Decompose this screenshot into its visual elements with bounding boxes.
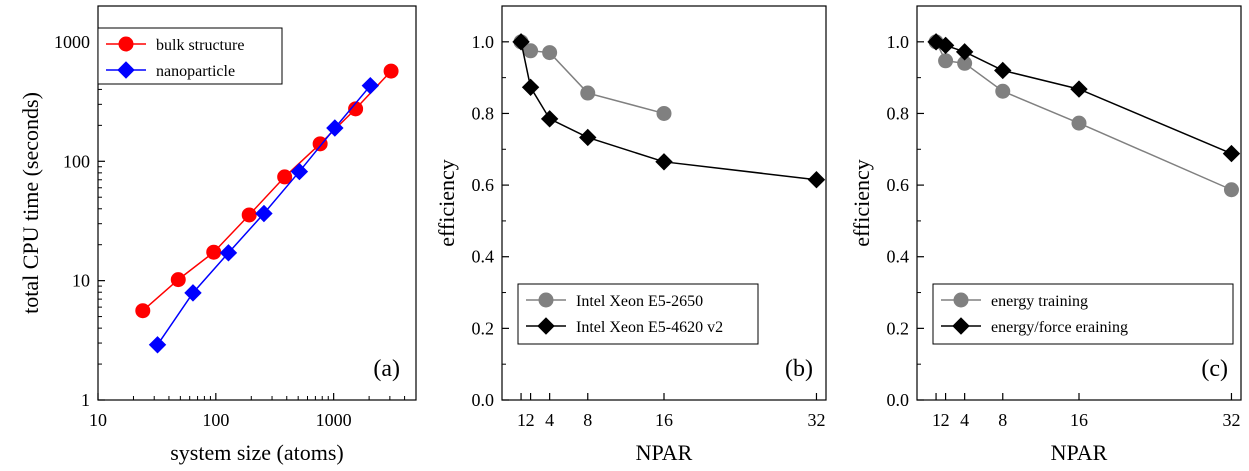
plot-frame: [97, 5, 417, 401]
x-tick-label: 1: [932, 410, 941, 430]
y-tick-label: 0.0: [887, 390, 910, 410]
y-tick-label: 0.8: [887, 103, 910, 123]
data-point-1: [312, 136, 328, 152]
x-tick-label: 8: [998, 410, 1007, 430]
y-tick-label: 1.0: [887, 32, 910, 52]
x-tick-label: 1000: [316, 410, 352, 430]
data-point-2: [148, 336, 167, 354]
data-point-2: [655, 153, 673, 171]
data-point-1: [241, 207, 257, 223]
data-point-2: [521, 78, 540, 97]
legend-label: nanoparticle: [156, 63, 235, 80]
data-point-2: [219, 244, 238, 262]
data-point-2: [255, 204, 273, 223]
x-tick-label: 1: [517, 410, 526, 430]
legend-label: bulk structure: [156, 37, 244, 54]
data-point-2: [184, 284, 202, 302]
data-point-1: [995, 83, 1011, 99]
x-axis-label: NPAR: [1051, 440, 1108, 465]
y-tick-label: 0.4: [472, 247, 495, 267]
x-tick-label: 2: [526, 410, 535, 430]
y-tick-label: 0.2: [887, 318, 910, 338]
legend-marker: [117, 61, 135, 79]
series-line-2: [520, 41, 817, 181]
data-point-1: [277, 169, 293, 185]
legend-box: [932, 283, 1234, 345]
data-point-1: [348, 101, 364, 117]
chart-panel-c: 1 2 4 8 16 32 0.0 0.2 0.4 0.6 0.8 1.0 NPAR efficiency…: [849, 5, 1242, 465]
x-tick-label: 32: [807, 410, 825, 430]
y-tick-label: 0.6: [887, 175, 910, 195]
x-tick-label: 10: [89, 410, 107, 430]
panel-label: (b): [785, 356, 813, 382]
y-tick-label: 0.8: [472, 103, 495, 123]
y-tick-label: 1000: [54, 32, 90, 52]
y-tick-label: 0.4: [887, 247, 910, 267]
data-point-1: [656, 105, 672, 121]
data-point-1: [383, 63, 399, 79]
y-axis-label: efficiency: [434, 159, 459, 247]
x-axis-label: system size (atoms): [170, 440, 344, 465]
legend-marker: [537, 317, 555, 335]
legend-label: energy/force eraining: [991, 319, 1128, 336]
data-point-1: [170, 272, 186, 288]
data-point-2: [290, 162, 309, 181]
x-tick-label: 4: [545, 410, 554, 430]
legend-marker: [118, 36, 134, 52]
x-tick-label: 100: [202, 410, 229, 430]
data-point-1: [938, 53, 954, 69]
x-tick-label: 32: [1222, 410, 1240, 430]
x-axis-label: NPAR: [636, 440, 693, 465]
data-point-2: [955, 43, 974, 61]
y-tick-label: 1: [81, 390, 90, 410]
y-tick-label: 100: [63, 151, 90, 171]
chart-panel-b: 1 2 4 8 16 32 0.0 0.2 0.4 0.6 0.8 1.0 NPAR efficiency…: [434, 5, 827, 465]
panel-label: (a): [373, 356, 400, 382]
panel-label: (c): [1201, 356, 1228, 382]
data-point-2: [936, 36, 955, 55]
legend-label: energy training: [991, 293, 1088, 310]
x-tick-label: 2: [941, 410, 950, 430]
data-point-2: [361, 76, 380, 95]
y-tick-label: 0.2: [472, 318, 495, 338]
data-point-1: [542, 45, 558, 61]
x-tick-label: 16: [655, 410, 673, 430]
y-axis-label: efficiency: [849, 159, 874, 247]
y-axis-label: total CPU time (seconds): [18, 92, 43, 314]
y-tick-label: 0.0: [472, 390, 495, 410]
data-point-2: [1222, 144, 1241, 163]
series-line-2: [935, 41, 1232, 155]
legend-marker: [952, 317, 970, 335]
data-point-1: [206, 244, 222, 260]
data-point-1: [1071, 115, 1087, 131]
x-tick-label: 8: [583, 410, 592, 430]
y-tick-label: 0.6: [472, 175, 495, 195]
legend-marker: [953, 292, 969, 308]
data-point-2: [326, 119, 344, 137]
y-tick-label: 10: [72, 271, 90, 291]
legend-box: [517, 283, 759, 345]
legend-label: Intel Xeon E5-2650: [576, 293, 703, 310]
data-point-1: [580, 85, 596, 101]
data-point-1: [1223, 182, 1239, 198]
y-tick-label: 1.0: [472, 32, 495, 52]
legend-marker: [538, 292, 554, 308]
data-point-2: [512, 33, 530, 51]
series-line-1: [935, 41, 1232, 191]
data-point-2: [540, 110, 559, 128]
data-point-2: [994, 61, 1012, 80]
data-point-2: [579, 128, 597, 147]
data-point-1: [135, 303, 151, 319]
x-tick-label: 4: [960, 410, 969, 430]
data-point-2: [1070, 80, 1088, 98]
x-tick-label: 16: [1070, 410, 1088, 430]
data-point-2: [807, 171, 826, 189]
legend-label: Intel Xeon E5-4620 v2: [576, 319, 723, 336]
